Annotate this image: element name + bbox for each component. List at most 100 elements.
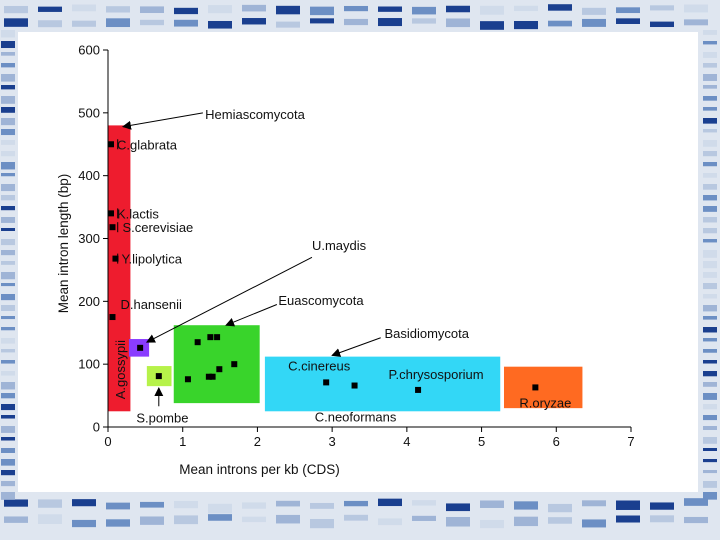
bg-band (140, 6, 164, 14)
bg-band (38, 514, 62, 524)
data-point (109, 224, 116, 231)
bg-band (703, 327, 717, 333)
bg-band (378, 518, 402, 526)
point-label: R.oryzae (519, 395, 571, 410)
bg-band (242, 502, 266, 509)
data-point (184, 376, 191, 383)
bg-band (140, 501, 164, 508)
bg-band (582, 7, 606, 15)
bg-band (72, 499, 96, 507)
bg-band (703, 85, 717, 89)
bg-band (548, 4, 572, 11)
bg-band (344, 5, 368, 12)
bg-band (1, 327, 15, 331)
bg-band (446, 18, 470, 28)
bg-band (514, 516, 538, 527)
bg-band (1, 250, 15, 256)
bg-band (703, 239, 717, 243)
bg-band (480, 5, 504, 15)
bg-band (1, 393, 15, 399)
bg-band (72, 519, 96, 528)
annotation-label: U.maydis (312, 238, 367, 253)
bg-band (310, 502, 334, 509)
bg-band (703, 206, 717, 212)
bg-band (1, 140, 15, 145)
annotation-arrow (121, 112, 203, 130)
basidiomycota-region (264, 356, 501, 412)
bg-band (4, 5, 28, 14)
bg-band (1, 96, 15, 104)
bg-band (582, 18, 606, 27)
bg-band (703, 74, 717, 81)
bg-band (684, 4, 708, 13)
bg-band (703, 272, 717, 278)
data-point (207, 334, 214, 341)
bg-band (1, 195, 15, 201)
annotation-label: Basidiomycota (384, 326, 469, 341)
bg-band (1, 305, 15, 311)
hemiascomycota-region (108, 125, 131, 412)
bg-band (703, 63, 717, 68)
bg-band (1, 206, 15, 211)
bg-band (703, 426, 717, 431)
y-axis-title: Mean intron length (bp) (56, 174, 71, 314)
x-tick-label: 5 (478, 434, 485, 449)
bg-band (1, 85, 15, 90)
bg-band (1, 228, 15, 232)
point-label: P.chrysosporium (388, 367, 483, 382)
bg-band (480, 21, 504, 30)
bg-band (276, 500, 300, 507)
bg-band (703, 415, 717, 421)
bg-band (1, 437, 15, 441)
bg-band (242, 4, 266, 12)
bg-band (4, 499, 28, 507)
bg-band (106, 519, 130, 527)
bg-band (344, 514, 368, 521)
bg-band (703, 349, 717, 353)
bg-band (1, 151, 15, 157)
bg-band (703, 448, 717, 452)
x-tick-label: 6 (553, 434, 560, 449)
bg-band (703, 195, 717, 201)
bg-band (174, 7, 198, 15)
bg-band (1, 371, 15, 376)
bg-band (703, 129, 717, 133)
x-tick-label: 4 (403, 434, 410, 449)
point-label: K.lactis (117, 206, 159, 221)
bg-band (412, 515, 436, 521)
region-label: A.gossypii (113, 340, 128, 399)
bg-band (703, 294, 717, 299)
bg-band (650, 502, 674, 510)
bg-band (703, 393, 717, 400)
bg-band (703, 481, 717, 488)
y-tick-label: 400 (78, 168, 100, 183)
y-tick-label: 100 (78, 357, 100, 372)
data-point (216, 366, 223, 373)
bg-band (650, 515, 674, 523)
y-tick-label: 0 (93, 420, 100, 435)
bg-band (208, 20, 232, 29)
bg-band (703, 382, 717, 387)
y-tick-label: 200 (78, 294, 100, 309)
bg-band (4, 516, 28, 523)
bg-band (72, 4, 96, 12)
x-axis-title: Mean introns per kb (CDS) (179, 462, 340, 477)
bg-band (703, 162, 717, 167)
bg-band (140, 516, 164, 525)
bg-band (684, 19, 708, 26)
point-label: C.neoformans (315, 410, 397, 425)
point-label: C.glabrata (117, 137, 178, 152)
bg-band (378, 18, 402, 27)
y-tick-label: 300 (78, 231, 100, 246)
bg-band (1, 41, 15, 49)
bg-band (1, 316, 15, 320)
bg-band (1, 184, 15, 192)
bg-band (616, 7, 640, 14)
bg-band (703, 41, 717, 45)
bg-band (703, 360, 717, 364)
bg-band (703, 338, 717, 342)
bg-band (38, 6, 62, 12)
bg-band (38, 499, 62, 508)
bg-band (412, 18, 436, 24)
bg-band (1, 481, 15, 487)
